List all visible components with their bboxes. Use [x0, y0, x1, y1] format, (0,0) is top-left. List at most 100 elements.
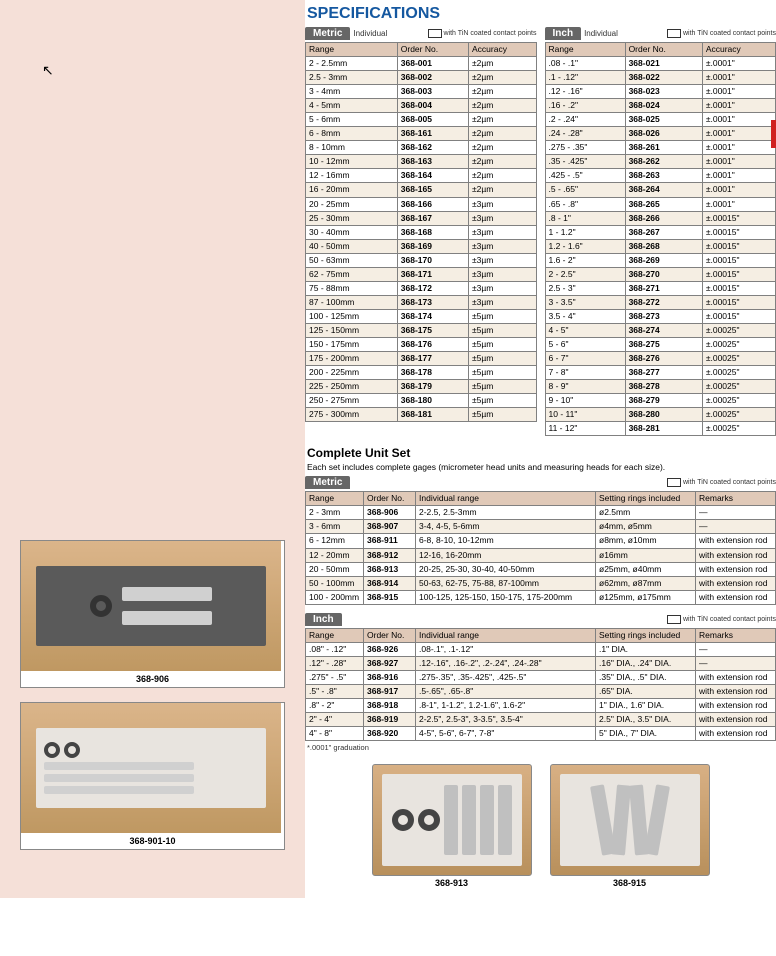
table-row: 4 - 5mm368-004±2µm — [306, 99, 537, 113]
table-cell: 368-264 — [625, 183, 702, 197]
table-cell: 100-125, 125-150, 150-175, 175-200mm — [416, 590, 596, 604]
table-cell: ±5µm — [469, 380, 536, 394]
table-cell: ±.0001" — [702, 169, 775, 183]
product-figure: 368-913 — [372, 764, 532, 888]
table-row: 2" - 4"368-9192-2.5", 2.5-3", 3-3.5", 3.… — [306, 712, 776, 726]
table-cell: 368-168 — [397, 225, 468, 239]
table-cell: 368-181 — [397, 408, 468, 422]
table-cell: .5" - .8" — [306, 684, 364, 698]
table-row: 275 - 300mm368-181±5µm — [306, 408, 537, 422]
table-cell: 368-918 — [364, 698, 416, 712]
table-cell: 3 - 4mm — [306, 85, 398, 99]
table-cell: 87 - 100mm — [306, 295, 398, 309]
table-cell: 368-178 — [397, 366, 468, 380]
table-cell: ±2µm — [469, 169, 536, 183]
table-cell: ±.00015" — [702, 267, 775, 281]
table-cell: 12 - 16mm — [306, 169, 398, 183]
table-cell: 2.5 - 3" — [545, 281, 625, 295]
table-cell: .425 - .5" — [545, 169, 625, 183]
table-row: 62 - 75mm368-171±3µm — [306, 267, 537, 281]
table-cell: 368-022 — [625, 71, 702, 85]
table-cell: 368-275 — [625, 337, 702, 351]
table-cell: 250 - 275mm — [306, 394, 398, 408]
table-cell: ±.00015" — [702, 253, 775, 267]
table-cell: with extension rod — [696, 684, 776, 698]
col-range: Range — [306, 43, 398, 57]
table-cell: 368-179 — [397, 380, 468, 394]
set-metric-table: Range Order No. Individual range Setting… — [305, 491, 776, 604]
table-row: .12" - .28"368-927.12-.16", .16-.2", .2-… — [306, 656, 776, 670]
table-cell: ±2µm — [469, 113, 536, 127]
table-cell: 2 - 2.5mm — [306, 57, 398, 71]
table-cell: 125 - 150mm — [306, 323, 398, 337]
table-row: 150 - 175mm368-176±5µm — [306, 337, 537, 351]
table-cell: ±.00025" — [702, 422, 775, 436]
table-cell: 368-920 — [364, 727, 416, 741]
table-cell: 5 - 6" — [545, 337, 625, 351]
table-cell: 368-176 — [397, 337, 468, 351]
table-cell: 40 - 50mm — [306, 239, 398, 253]
tin-checkbox-icon — [667, 29, 681, 38]
table-row: 8 - 10mm368-162±2µm — [306, 141, 537, 155]
table-cell: 62 - 75mm — [306, 267, 398, 281]
table-cell: with extension rod — [696, 590, 776, 604]
table-cell: .35 - .425" — [545, 155, 625, 169]
table-cell: 9 - 10" — [545, 394, 625, 408]
table-cell: .08-.1", .1-.12" — [416, 642, 596, 656]
table-cell: ø2.5mm — [596, 506, 696, 520]
table-cell: 6 - 8mm — [306, 127, 398, 141]
table-cell: 3 - 3.5" — [545, 295, 625, 309]
table-cell: 368-174 — [397, 309, 468, 323]
col-indiv: Individual range — [416, 492, 596, 506]
col-range: Range — [306, 628, 364, 642]
col-indiv: Individual range — [416, 628, 596, 642]
left-sidebar: ↖ 368-906 368-901-10 — [0, 0, 305, 898]
table-row: .8 - 1"368-266±.00015" — [545, 211, 776, 225]
table-cell: ±.00015" — [702, 309, 775, 323]
table-cell: ±.00025" — [702, 394, 775, 408]
table-cell: 2-2.5, 2.5-3mm — [416, 506, 596, 520]
table-cell: ±5µm — [469, 394, 536, 408]
table-cell: ±.0001" — [702, 141, 775, 155]
table-cell: 368-026 — [625, 127, 702, 141]
table-cell: 10 - 11" — [545, 408, 625, 422]
table-cell: 368-912 — [364, 548, 416, 562]
table-cell: ±3µm — [469, 253, 536, 267]
table-cell: .16 - .2" — [545, 99, 625, 113]
tin-label: with TiN coated contact points — [683, 616, 776, 623]
inch-tab: Inch — [545, 27, 582, 40]
table-row: 6 - 12mm368-9116-8, 8-10, 10-12mmø8mm, ø… — [306, 534, 776, 548]
table-cell: .35" DIA., .5" DIA. — [596, 670, 696, 684]
table-cell: ø62mm, ø87mm — [596, 576, 696, 590]
table-cell: 368-265 — [625, 197, 702, 211]
table-row: 4" - 8"368-9204-5", 5-6", 6-7", 7-8"5" D… — [306, 727, 776, 741]
table-cell: ±.0001" — [702, 127, 775, 141]
table-row: 100 - 200mm368-915100-125, 125-150, 150-… — [306, 590, 776, 604]
table-cell: ±.0001" — [702, 155, 775, 169]
tin-label: with TiN coated contact points — [683, 30, 776, 37]
table-cell: 7 - 8" — [545, 366, 625, 380]
table-cell: 30 - 40mm — [306, 225, 398, 239]
table-cell: ±.0001" — [702, 197, 775, 211]
table-cell: ø25mm, ø40mm — [596, 562, 696, 576]
table-row: 40 - 50mm368-169±3µm — [306, 239, 537, 253]
table-row: 50 - 100mm368-91450-63, 62-75, 75-88, 87… — [306, 576, 776, 590]
table-row: .275 - .35"368-261±.0001" — [545, 141, 776, 155]
table-row: 3.5 - 4"368-273±.00015" — [545, 309, 776, 323]
main-content: SPECIFICATIONS Metric Individual with Ti… — [305, 0, 776, 898]
table-cell: ø8mm, ø10mm — [596, 534, 696, 548]
table-row: 2 - 3mm368-9062-2.5, 2.5-3mmø2.5mm— — [306, 506, 776, 520]
set-inch-table: Range Order No. Individual range Setting… — [305, 628, 776, 741]
col-order: Order No. — [625, 43, 702, 57]
table-cell: 368-002 — [397, 71, 468, 85]
table-cell: with extension rod — [696, 712, 776, 726]
table-row: 10 - 11"368-280±.00025" — [545, 408, 776, 422]
tin-label: with TiN coated contact points — [444, 30, 537, 37]
metric-tab: Metric — [305, 27, 350, 40]
table-row: 25 - 30mm368-167±3µm — [306, 211, 537, 225]
table-cell: 368-268 — [625, 239, 702, 253]
table-cell: ±3µm — [469, 197, 536, 211]
col-order: Order No. — [364, 492, 416, 506]
table-cell: 4" - 8" — [306, 727, 364, 741]
table-row: 1.2 - 1.6"368-268±.00015" — [545, 239, 776, 253]
